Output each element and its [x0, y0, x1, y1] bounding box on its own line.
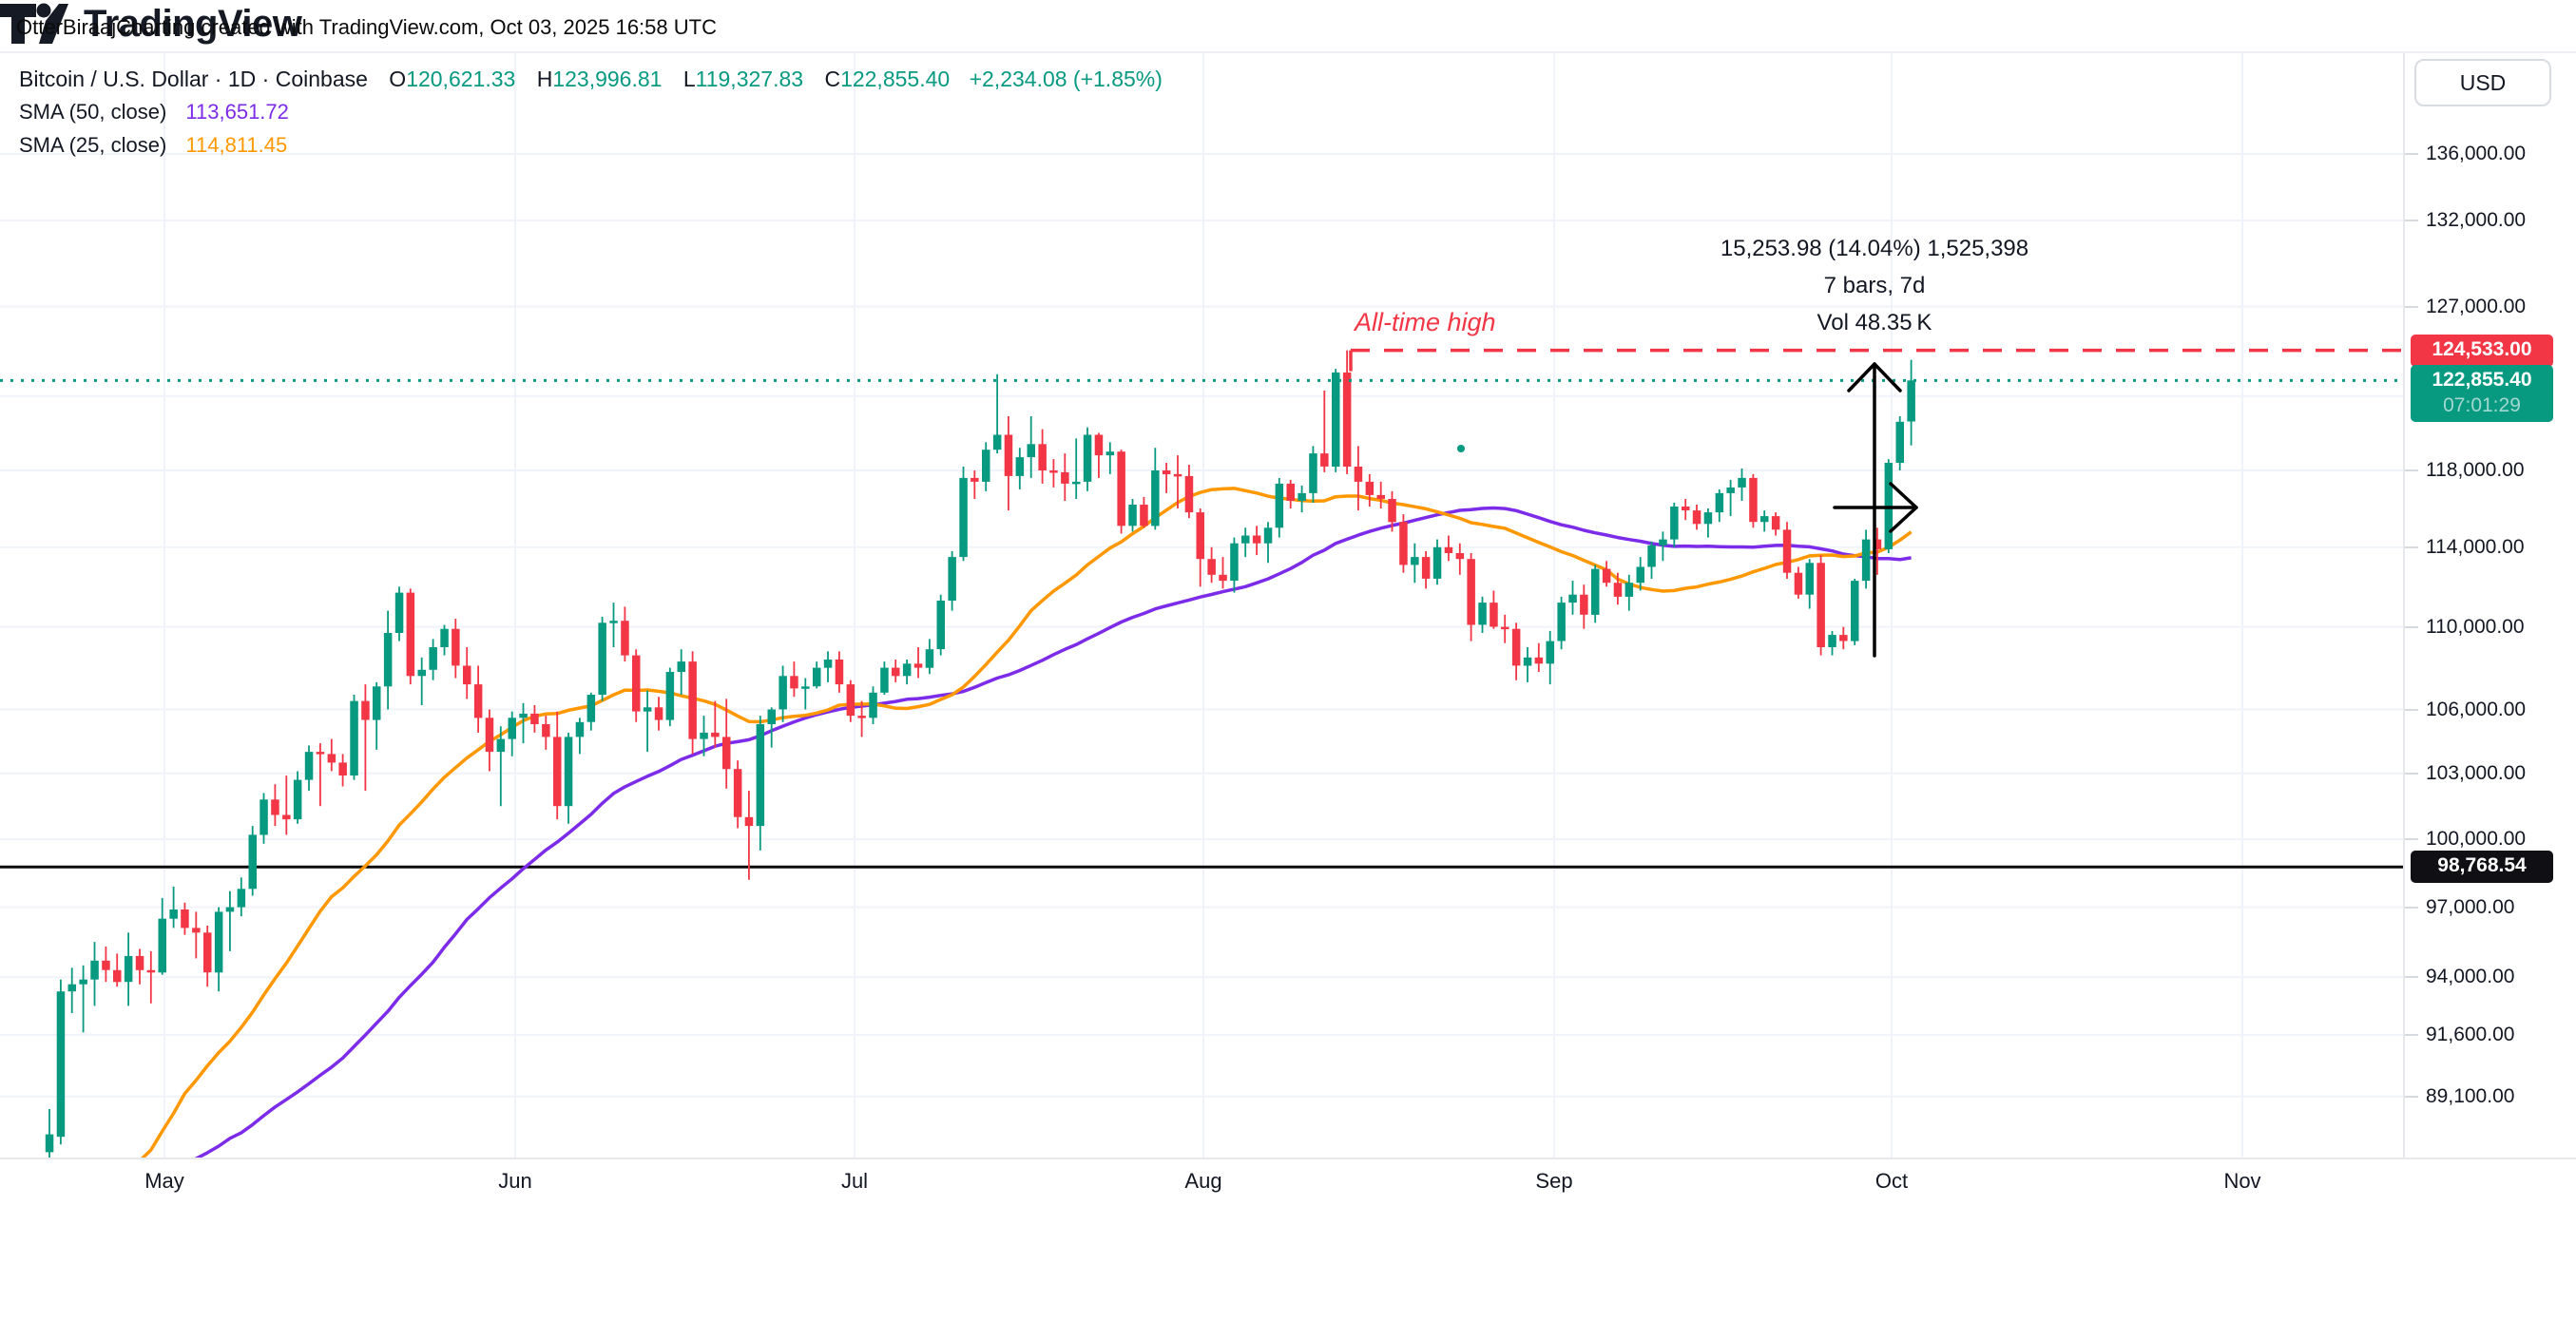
price-line-badge: 122,855.40 07:01:29: [2411, 365, 2553, 423]
month-label-nov: Nov: [2223, 1169, 2261, 1193]
axis-tick-mark: [2405, 1033, 2418, 1036]
sma25-value: 114,811.45: [185, 133, 288, 157]
axis-tick-mark: [2405, 772, 2418, 775]
sma25-label: SMA (25, close): [19, 133, 167, 157]
ohlc-open-letter: O: [389, 67, 407, 91]
ath-text-annotation[interactable]: All-time high: [1355, 308, 1496, 336]
ohlc-close-value: 122,855.40: [840, 67, 951, 91]
ohlc-high-value: 123,996.81: [552, 67, 663, 91]
ohlc-low-letter: L: [682, 67, 696, 91]
ohlc-open-value: 120,621.33: [406, 67, 516, 91]
price-tick-label: 114,000.00: [2426, 535, 2525, 558]
indicator-row-sma25[interactable]: SMA (25, close) 114,811.45: [19, 133, 287, 158]
axis-tick-mark: [2405, 708, 2418, 711]
month-label-may: May: [144, 1169, 184, 1193]
price-tick-label: 110,000.00: [2426, 615, 2525, 638]
chart-canvas[interactable]: [0, 0, 2576, 1197]
measure-volume: Vol 48.35 K: [1817, 310, 1932, 335]
price-tick-label: 132,000.00: [2426, 209, 2527, 231]
price-tick-label: 103,000.00: [2426, 761, 2527, 784]
price-line-badge: 98,768.54: [2411, 851, 2553, 884]
price-tick-label: 127,000.00: [2426, 295, 2527, 317]
time-axis[interactable]: May Jun Jul Aug Sep Oct Nov: [0, 1158, 2576, 1201]
ohlc-high-letter: H: [536, 67, 553, 91]
measure-stats[interactable]: 15,253.98 (14.04%) 1,525,398 7 bars, 7d …: [1721, 230, 2028, 341]
currency-button[interactable]: USD: [2414, 59, 2551, 106]
price-tick-label: 91,600.00: [2426, 1023, 2515, 1045]
measure-bar-range: 7 bars, 7d: [1823, 273, 1926, 298]
month-label-jun: Jun: [498, 1169, 532, 1193]
header-attribution: OtterBiraajCharting created with Trading…: [16, 15, 717, 39]
price-tick-label: 106,000.00: [2426, 698, 2527, 720]
price-tick-label: 89,100.00: [2426, 1084, 2515, 1107]
axis-tick-mark: [2405, 838, 2418, 841]
axis-tick-mark: [2405, 1095, 2418, 1098]
countdown-timer: 07:01:29: [2443, 394, 2521, 417]
axis-tick-mark: [2405, 220, 2418, 221]
price-tick-label: 97,000.00: [2426, 895, 2515, 918]
ohlc-close-letter: C: [824, 67, 841, 91]
month-label-jul: Jul: [840, 1169, 869, 1193]
brand-name: TradingView: [84, 2, 302, 45]
legend: Bitcoin / U.S. Dollar · 1D · Coinbase O1…: [19, 67, 1445, 171]
sma50-label: SMA (50, close): [19, 100, 167, 124]
symbol-title[interactable]: Bitcoin / U.S. Dollar · 1D · Coinbase: [19, 67, 368, 91]
measure-price-range: 15,253.98 (14.04%) 1,525,398: [1720, 236, 2029, 261]
exchange-label: Coinbase: [275, 67, 368, 91]
axis-tick-mark: [2405, 305, 2418, 308]
interval-label: 1D: [227, 67, 257, 91]
ohlc-low-value: 119,327.83: [695, 67, 804, 91]
sma50-value: 113,651.72: [185, 100, 289, 124]
price-tick-label: 136,000.00: [2426, 143, 2527, 164]
axis-tick-mark: [2405, 906, 2418, 909]
month-label-oct: Oct: [1874, 1169, 1909, 1193]
price-line-badge: 124,533.00: [2411, 334, 2553, 367]
axis-tick-mark: [2405, 469, 2418, 471]
month-label-aug: Aug: [1184, 1169, 1222, 1193]
axis-tick-mark: [2405, 625, 2418, 628]
axis-tick-mark: [2405, 546, 2418, 548]
change-value: +2,234.08 (+1.85%): [969, 67, 1163, 91]
symbol-legend-row[interactable]: Bitcoin / U.S. Dollar · 1D · Coinbase O1…: [19, 67, 1163, 92]
price-tick-label: 94,000.00: [2426, 966, 2515, 988]
price-tick-label: 118,000.00: [2426, 459, 2525, 481]
indicator-row-sma50[interactable]: SMA (50, close) 113,651.72: [19, 100, 289, 124]
brand-logo[interactable]: TradingView: [0, 0, 2576, 48]
month-label-sep: Sep: [1535, 1169, 1573, 1193]
price-axis[interactable]: 136,000.00 132,000.00 127,000.00 118,000.00…: [2403, 53, 2576, 1158]
tradingview-icon: [0, 3, 68, 44]
price-tick-label: 100,000.00: [2426, 828, 2527, 851]
axis-tick-mark: [2405, 976, 2418, 979]
axis-tick-mark: [2405, 153, 2418, 155]
